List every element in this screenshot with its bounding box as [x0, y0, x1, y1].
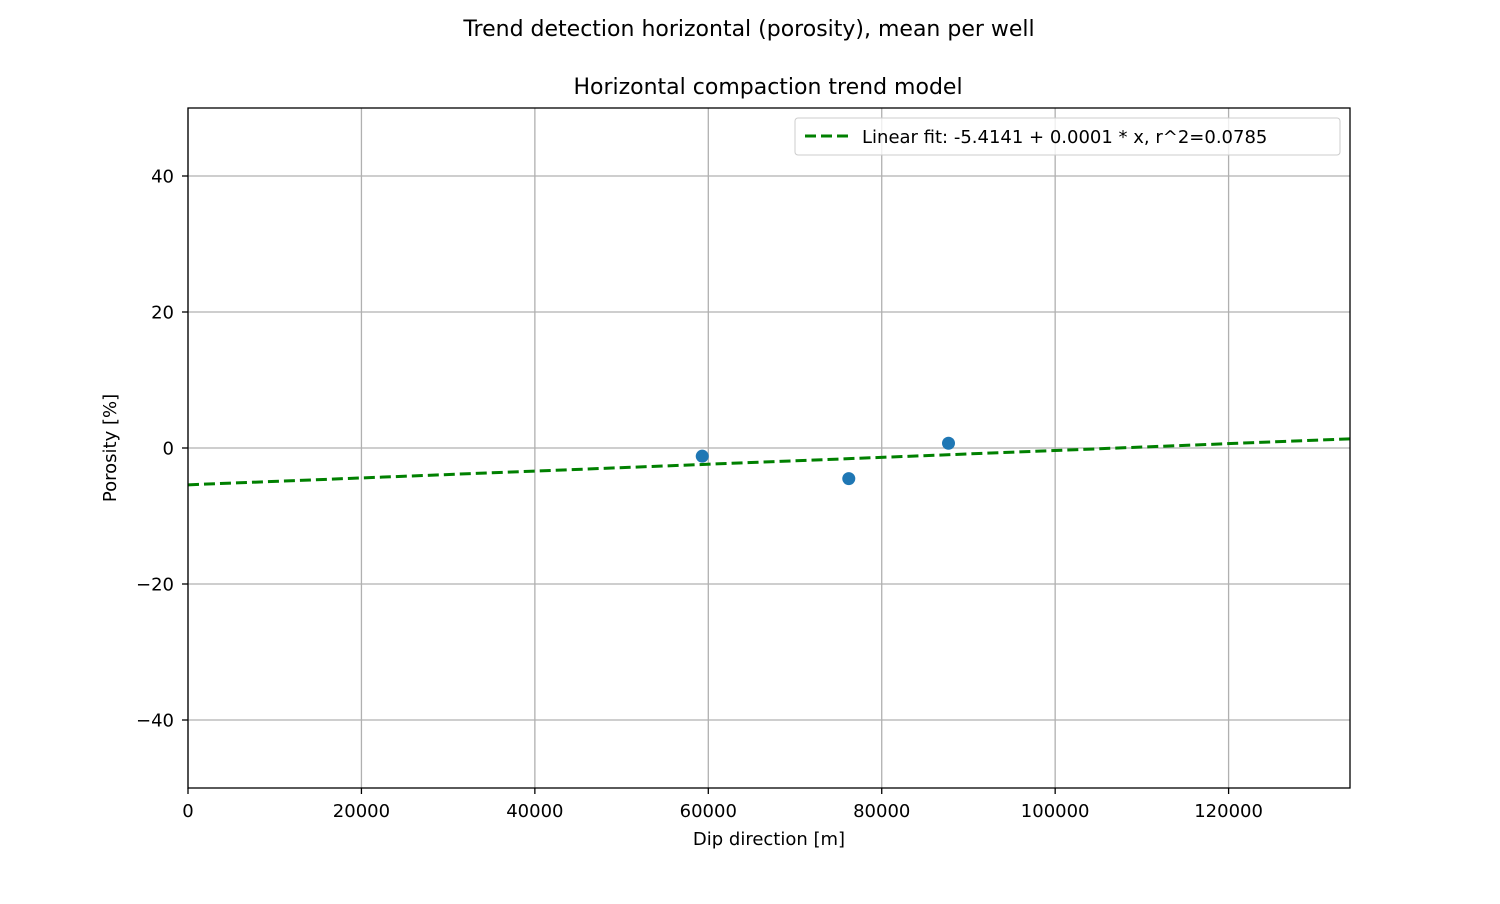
figure-suptitle: Trend detection horizontal (porosity), m… — [462, 17, 1034, 42]
x-axis-ticks: 0 20000 40000 60000 80000 100000 120000 — [182, 788, 1263, 822]
y-axis-label: Porosity [%] — [100, 394, 121, 502]
scatter-point — [942, 436, 956, 450]
x-tick-label: 40000 — [506, 801, 563, 822]
y-axis-ticks: −40 −20 0 20 40 — [136, 167, 188, 732]
y-tick-label: 0 — [163, 439, 174, 460]
scatter-series-layer — [695, 436, 956, 486]
legend: Linear fit: -5.4141 + 0.0001 * x, r^2=0.… — [794, 117, 1341, 156]
x-tick-label: 0 — [182, 801, 193, 822]
y-tick-label: −40 — [136, 711, 174, 732]
y-tick-label: −20 — [136, 575, 174, 596]
scatter-point — [842, 472, 856, 486]
chart-title: Horizontal compaction trend model — [573, 75, 962, 100]
x-tick-label: 80000 — [853, 801, 910, 822]
y-tick-label: 40 — [151, 167, 174, 188]
line-series-layer — [188, 437, 1350, 487]
plot-content — [188, 436, 1350, 487]
y-tick-label: 20 — [151, 303, 174, 324]
x-axis-label: Dip direction [m] — [693, 829, 845, 850]
x-tick-label: 120000 — [1194, 801, 1263, 822]
x-tick-label: 100000 — [1021, 801, 1090, 822]
legend-box — [794, 117, 1341, 156]
fit-line — [188, 437, 1350, 487]
x-tick-label: 20000 — [333, 801, 390, 822]
legend-entry-linear-fit: Linear fit: -5.4141 + 0.0001 * x, r^2=0.… — [862, 127, 1267, 148]
scatter-point — [695, 449, 709, 463]
grid — [187, 108, 1350, 788]
x-tick-label: 60000 — [680, 801, 737, 822]
